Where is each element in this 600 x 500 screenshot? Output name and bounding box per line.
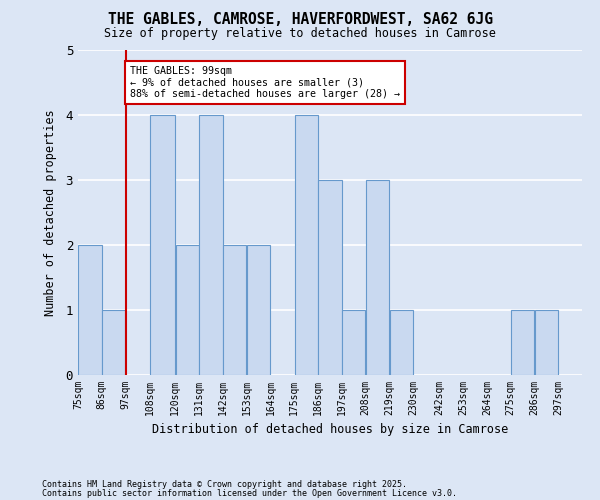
Bar: [366, 180, 389, 375]
Bar: [535, 310, 558, 375]
Bar: [78, 245, 101, 375]
Bar: [176, 245, 199, 375]
Bar: [390, 310, 413, 375]
Bar: [511, 310, 534, 375]
Text: THE GABLES, CAMROSE, HAVERFORDWEST, SA62 6JG: THE GABLES, CAMROSE, HAVERFORDWEST, SA62…: [107, 12, 493, 28]
Bar: [102, 310, 125, 375]
Bar: [319, 180, 341, 375]
Bar: [247, 245, 270, 375]
Text: Contains HM Land Registry data © Crown copyright and database right 2025.: Contains HM Land Registry data © Crown c…: [42, 480, 407, 489]
Bar: [199, 115, 223, 375]
Text: Contains public sector information licensed under the Open Government Licence v3: Contains public sector information licen…: [42, 488, 457, 498]
Bar: [223, 245, 247, 375]
Bar: [149, 115, 175, 375]
X-axis label: Distribution of detached houses by size in Camrose: Distribution of detached houses by size …: [152, 424, 508, 436]
Text: Size of property relative to detached houses in Camrose: Size of property relative to detached ho…: [104, 28, 496, 40]
Y-axis label: Number of detached properties: Number of detached properties: [44, 109, 58, 316]
Bar: [295, 115, 318, 375]
Bar: [342, 310, 365, 375]
Text: THE GABLES: 99sqm
← 9% of detached houses are smaller (3)
88% of semi-detached h: THE GABLES: 99sqm ← 9% of detached house…: [130, 66, 400, 100]
